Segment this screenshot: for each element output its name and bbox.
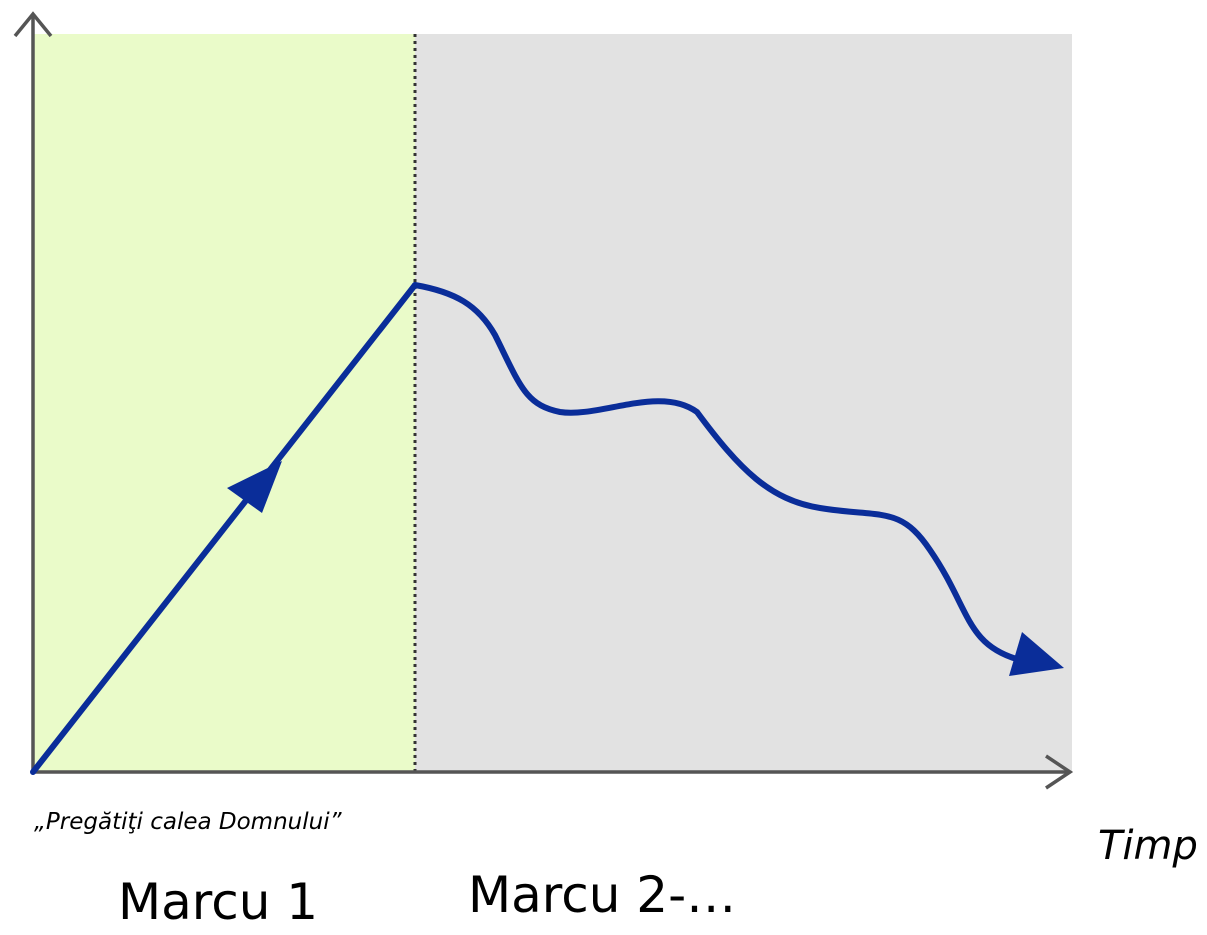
declining-trajectory-arrowhead xyxy=(1009,632,1064,676)
x-axis-label: Timp xyxy=(1098,823,1198,869)
rising-trajectory-line xyxy=(30,282,418,775)
section-right-region xyxy=(415,34,1072,772)
rising-trajectory-arrowhead xyxy=(227,461,282,513)
axes xyxy=(13,11,1074,790)
declining-trajectory-curve xyxy=(412,282,1023,663)
section-left-label: Marcu 1 xyxy=(118,873,319,931)
quote-caption: „Pregătiţi calea Domnului” xyxy=(34,809,342,835)
section-left-region xyxy=(33,34,415,772)
section-right-label: Marcu 2-… xyxy=(468,866,737,924)
x-axis-arrowhead xyxy=(1045,754,1074,790)
y-axis-arrowhead xyxy=(13,11,53,38)
